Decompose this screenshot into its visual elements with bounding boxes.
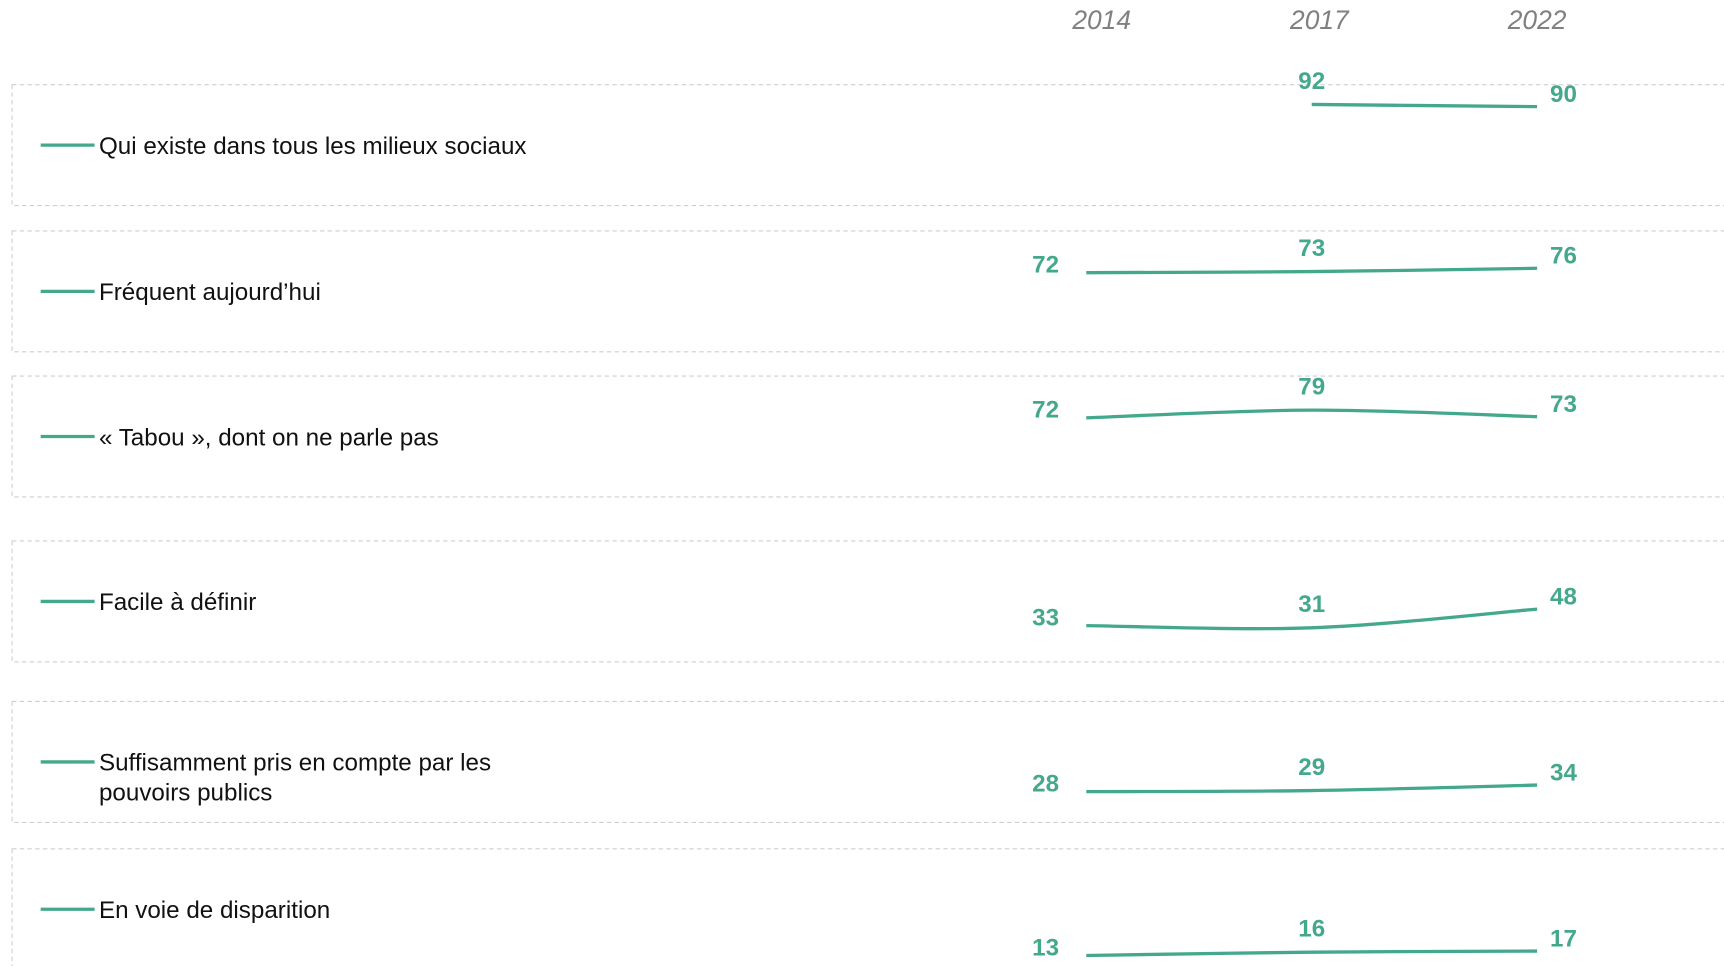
data-label: 72 <box>1032 397 1059 424</box>
legend-label: En voie de disparition <box>98 895 331 924</box>
year-header: 2017 <box>1289 5 1350 35</box>
legend-label: Facile à définir <box>98 587 257 616</box>
data-label: 72 <box>1032 251 1059 278</box>
series-line <box>1086 949 1538 958</box>
legend-label: Fréquent aujourd’hui <box>98 277 321 306</box>
data-label: 29 <box>1298 754 1325 781</box>
row-frame <box>11 230 1724 353</box>
legend-label: Suffisamment pris en compte par les pouv… <box>98 748 492 806</box>
row-frame <box>11 84 1724 207</box>
data-label: 34 <box>1550 759 1577 786</box>
data-label: 13 <box>1032 934 1059 961</box>
data-label: 79 <box>1298 374 1325 401</box>
year-header: 2014 <box>1071 5 1131 35</box>
data-label: 76 <box>1550 243 1577 270</box>
data-label: 90 <box>1550 81 1577 108</box>
data-label: 73 <box>1298 235 1325 262</box>
row-frame <box>11 848 1724 966</box>
row-frame <box>11 375 1724 498</box>
year-header: 2022 <box>1507 5 1567 35</box>
data-label: 31 <box>1298 591 1325 618</box>
data-label: 28 <box>1032 770 1059 797</box>
data-label: 73 <box>1550 391 1577 418</box>
row-frame <box>11 540 1724 663</box>
data-label: 17 <box>1550 925 1577 952</box>
data-label: 92 <box>1298 68 1325 95</box>
row-frame <box>11 700 1724 823</box>
series-line <box>1086 783 1538 794</box>
data-label: 33 <box>1032 604 1059 631</box>
data-label: 16 <box>1298 916 1325 943</box>
series-line <box>1086 408 1538 420</box>
legend-label: « Tabou », dont on ne parle pas <box>98 422 439 451</box>
series-line <box>1086 607 1538 631</box>
series-line <box>1086 266 1538 275</box>
series-line <box>1311 102 1538 109</box>
data-label: 48 <box>1550 584 1577 611</box>
legend-label: Qui existe dans tous les milieux sociaux <box>98 131 527 159</box>
